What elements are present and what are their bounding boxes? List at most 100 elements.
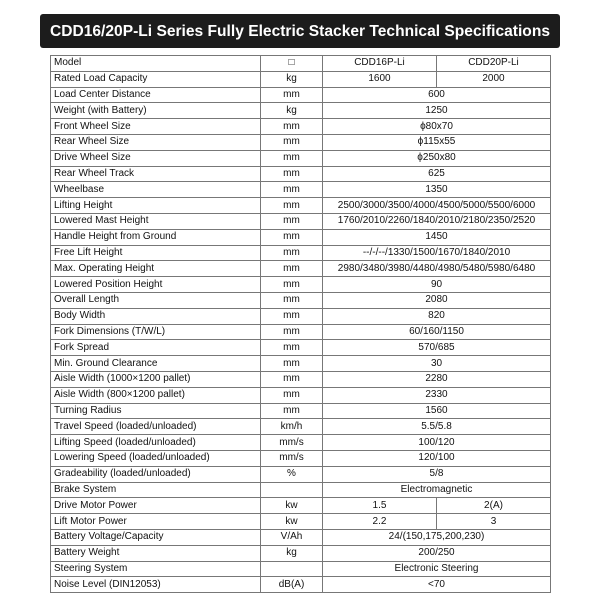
spec-value: 1560: [322, 402, 551, 420]
spec-value: 1250: [322, 102, 551, 120]
spec-value: 3: [436, 513, 551, 530]
spec-value: 5/8: [322, 465, 551, 483]
spec-label: Front Wheel Size: [50, 118, 261, 135]
spec-unit: dB(A): [260, 576, 323, 594]
spec-row: Battery Voltage/Capacity V/Ah 24/(150,175,…: [50, 528, 551, 546]
spec-unit: kw: [260, 497, 323, 515]
spec-row: Turning Radius mm 1560: [50, 402, 551, 420]
spec-row: Noise Level (DIN12053) dB(A) <70: [50, 576, 551, 594]
spec-unit-empty: [260, 481, 323, 499]
spec-unit: mm/s: [260, 449, 323, 467]
spec-unit: mm: [260, 402, 323, 420]
spec-row: Fork Dimensions (T/W/L) mm 60/160/1150: [50, 323, 551, 341]
spec-row: Model □ CDD16P-Li CDD20P-Li: [50, 55, 551, 72]
spec-value: Electronic Steering: [322, 560, 551, 578]
spec-unit: mm: [260, 291, 323, 309]
spec-value: 2500/3000/3500/4000/4500/5000/5500/6000: [322, 197, 551, 214]
spec-value: 5.5/5.8: [322, 418, 551, 436]
spec-unit: mm: [260, 149, 323, 167]
spec-unit: km/h: [260, 418, 323, 436]
spec-value: 1760/2010/2260/1840/2010/2180/2350/2520: [322, 212, 551, 230]
spec-label: Weight (with Battery): [50, 102, 261, 120]
spec-unit: mm: [260, 339, 323, 357]
spec-label: Battery Weight: [50, 544, 261, 562]
spec-label: Turning Radius: [50, 402, 261, 420]
spec-value: 120/100: [322, 449, 551, 467]
spec-row: Overall Length mm 2080: [50, 291, 551, 309]
spec-row: Min. Ground Clearance mm 30: [50, 355, 551, 372]
spec-label: Brake System: [50, 481, 261, 499]
spec-row: Lowered Mast Height mm 1760/2010/2260/1840…: [50, 212, 551, 230]
spec-label: Body Width: [50, 307, 261, 325]
spec-value: 2.2: [322, 513, 437, 530]
spec-row: Aisle Width (1000×1200 pallet) mm 2280: [50, 370, 551, 388]
spec-label: Fork Spread: [50, 339, 261, 357]
spec-row: Fork Spread mm 570/685: [50, 339, 551, 357]
title-svg: CDD16/20P-Li Series Fully Electric Stack…: [50, 23, 550, 40]
spec-value: 1600: [322, 70, 437, 88]
spec-value: 100/120: [322, 434, 551, 451]
spec-value: 2000: [436, 70, 551, 88]
spec-value: 1450: [322, 228, 551, 246]
spec-value: CDD16P-Li: [322, 55, 437, 72]
spec-row: Handle Height from Ground mm 1450: [50, 228, 551, 246]
spec-value: Electromagnetic: [322, 481, 551, 499]
spec-label: Min. Ground Clearance: [50, 355, 261, 372]
spec-label: Lift Motor Power: [50, 513, 261, 530]
spec-row: Lift Motor Power kw 2.2 3: [50, 513, 551, 530]
spec-row: Front Wheel Size mm ϕ80x70: [50, 118, 551, 135]
spec-label: Lowering Speed (loaded/unloaded): [50, 449, 261, 467]
spec-value: ϕ80x70: [322, 118, 551, 135]
spec-unit: mm: [260, 260, 323, 278]
spec-label: Battery Voltage/Capacity: [50, 528, 261, 546]
spec-unit: mm: [260, 118, 323, 135]
spec-label: Travel Speed (loaded/unloaded): [50, 418, 261, 436]
spec-table: Model □ CDD16P-Li CDD20P-Li Rated Load Capac…: [50, 55, 551, 594]
spec-value: 2330: [322, 386, 551, 404]
spec-row: Travel Speed (loaded/unloaded) km/h 5.5/5.…: [50, 418, 551, 436]
spec-label: Aisle Width (1000×1200 pallet): [50, 370, 261, 388]
title-bar: CDD16/20P-Li Series Fully Electric Stack…: [40, 14, 560, 48]
spec-row: Drive Motor Power kw 1.5 2(A): [50, 497, 551, 515]
spec-label: Load Center Distance: [50, 86, 261, 104]
spec-row: Brake System Electromagnetic: [50, 481, 551, 499]
spec-unit: mm: [260, 276, 323, 293]
spec-unit: %: [260, 465, 323, 483]
spec-row: Rear Wheel Track mm 625: [50, 165, 551, 183]
spec-label: Fork Dimensions (T/W/L): [50, 323, 261, 341]
spec-value: CDD20P-Li: [436, 55, 551, 72]
spec-value: 2280: [322, 370, 551, 388]
spec-label: Overall Length: [50, 291, 261, 309]
spec-label: Lowered Position Height: [50, 276, 261, 293]
spec-unit: mm: [260, 86, 323, 104]
spec-value: 570/685: [322, 339, 551, 357]
spec-row: Steering System Electronic Steering: [50, 560, 551, 578]
spec-value: 60/160/1150: [322, 323, 551, 341]
spec-value: ϕ115x55: [322, 133, 551, 151]
spec-body: Model □ CDD16P-Li CDD20P-Li Rated Load Capac…: [50, 55, 551, 594]
spec-unit: mm: [260, 355, 323, 372]
spec-value: 820: [322, 307, 551, 325]
spec-value: --/-/--/1330/1500/1670/1840/2010: [322, 244, 551, 262]
spec-row: Battery Weight kg 200/250: [50, 544, 551, 562]
spec-unit: mm: [260, 181, 323, 199]
spec-row: Drive Wheel Size mm ϕ250x80: [50, 149, 551, 167]
spec-row: Max. Operating Height mm 2980/3480/3980/44…: [50, 260, 551, 278]
spec-row: Gradeability (loaded/unloaded)% 5/8: [50, 465, 551, 483]
spec-unit: mm/s: [260, 434, 323, 451]
spec-label: Rear Wheel Size: [50, 133, 261, 151]
spec-value: ϕ250x80: [322, 149, 551, 167]
spec-row: Body Width mm 820: [50, 307, 551, 325]
title: CDD16/20P-Li Series Fully Electric Stack…: [50, 23, 550, 40]
spec-label: Lowered Mast Height: [50, 212, 261, 230]
spec-label: Rated Load Capacity: [50, 70, 261, 88]
spec-value: <70: [322, 576, 551, 594]
spec-value: 1350: [322, 181, 551, 199]
spec-row: Aisle Width (800×1200 pallet) mm 2330: [50, 386, 551, 404]
spec-row: Rated Load Capacity kg 1600 2000: [50, 70, 551, 88]
spec-unit: mm: [260, 212, 323, 230]
spec-row: Weight (with Battery) kg 1250: [50, 102, 551, 120]
spec-label: Rear Wheel Track: [50, 165, 261, 183]
spec-label: Gradeability (loaded/unloaded): [50, 465, 261, 483]
